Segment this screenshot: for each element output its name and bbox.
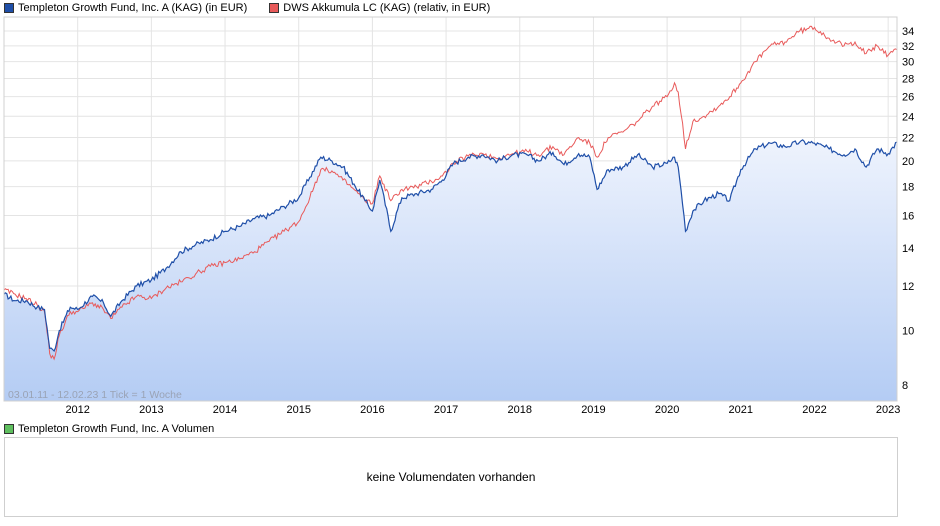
x-axis-labels: 2012 2013 2014 2015 2016 2017 2018 2019 2020 2021… [65, 404, 900, 416]
x-tick-label: 2020 [655, 404, 679, 416]
y-tick-label: 34 [902, 26, 914, 38]
legend-item-compare: DWS Akkumula LC (KAG) (relativ, in EUR) [269, 2, 490, 14]
y-tick-label: 20 [902, 156, 914, 168]
legend-item-fund: Templeton Growth Fund, Inc. A (KAG) (in … [4, 2, 247, 14]
fund-area-fill [4, 139, 897, 401]
y-tick-label: 10 [902, 326, 914, 338]
y-tick-label: 14 [902, 243, 914, 255]
y-tick-label: 18 [902, 182, 914, 194]
x-tick-label: 2023 [876, 404, 900, 416]
x-tick-label: 2018 [508, 404, 532, 416]
y-tick-label: 30 [902, 57, 914, 69]
plot-frame [3, 16, 898, 402]
compare-series-line [3, 25, 898, 361]
y-tick-label: 22 [902, 133, 914, 145]
y-tick-label: 12 [902, 281, 914, 293]
legend-label-fund: Templeton Growth Fund, Inc. A (KAG) (in … [18, 2, 248, 14]
volume-color-swatch [4, 424, 14, 434]
y-tick-label: 8 [902, 380, 908, 392]
x-tick-label: 2012 [65, 404, 89, 416]
chart-legend: Templeton Growth Fund, Inc. A (KAG) (in … [4, 0, 490, 16]
y-tick-label: 16 [902, 211, 914, 223]
x-tick-label: 2014 [213, 404, 237, 416]
x-tick-label: 2022 [802, 404, 826, 416]
x-tick-label: 2021 [729, 404, 753, 416]
volume-empty-message: keine Volumendaten vorhanden [366, 470, 536, 484]
fund-series-line [3, 139, 898, 353]
x-tick-label: 2013 [139, 404, 163, 416]
x-tick-label: 2015 [286, 404, 310, 416]
y-axis-labels: 8 10 12 14 16 18 20 22 24 26 28 30 32 34 [902, 26, 914, 392]
compare-color-swatch [269, 3, 280, 13]
y-tick-label: 32 [902, 41, 914, 53]
volume-legend-label: Templeton Growth Fund, Inc. A Volumen [18, 423, 215, 435]
fund-color-swatch [4, 3, 14, 13]
volume-panel: keine Volumendaten vorhanden [4, 437, 898, 517]
y-tick-label: 28 [902, 74, 914, 86]
x-tick-label: 2016 [360, 404, 384, 416]
y-tick-label: 26 [902, 92, 914, 104]
x-tick-label: 2017 [434, 404, 458, 416]
y-tick-label: 24 [902, 111, 914, 123]
volume-legend: Templeton Growth Fund, Inc. A Volumen [4, 421, 214, 437]
range-note: 03.01.11 - 12.02.23 1 Tick = 1 Woche [8, 389, 182, 401]
legend-label-compare: DWS Akkumula LC (KAG) (relativ, in EUR) [283, 2, 491, 14]
x-tick-label: 2019 [581, 404, 605, 416]
